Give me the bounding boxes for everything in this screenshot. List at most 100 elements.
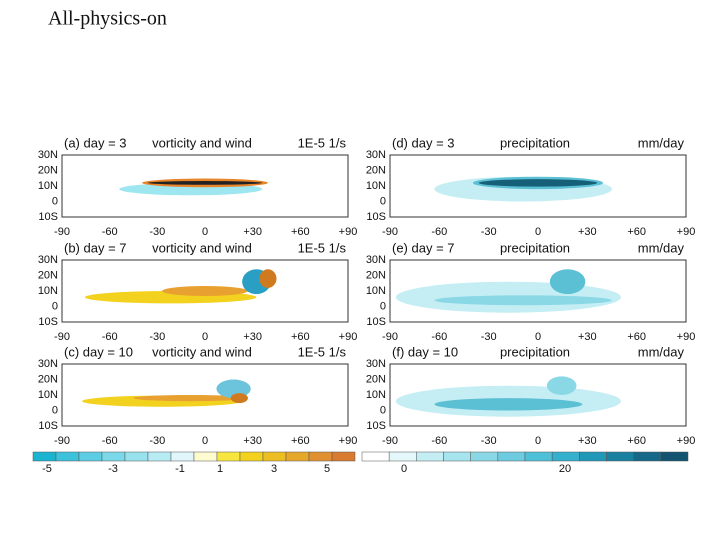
y-tick-label: 10S bbox=[366, 316, 386, 328]
x-tick-label: -90 bbox=[54, 435, 70, 447]
x-tick-label: +60 bbox=[291, 226, 310, 238]
panel-units: 1E-5 1/s bbox=[298, 135, 347, 150]
x-tick-label: +90 bbox=[677, 226, 696, 238]
x-tick-label: 0 bbox=[535, 331, 541, 343]
x-tick-label: 0 bbox=[202, 435, 208, 447]
x-tick-label: +30 bbox=[243, 331, 262, 343]
y-tick-label: 30N bbox=[38, 254, 58, 266]
x-tick-label: +30 bbox=[578, 435, 597, 447]
panel-label: (a) day = 3 bbox=[64, 135, 127, 150]
x-tick-label: +30 bbox=[578, 331, 597, 343]
panel-units: mm/day bbox=[638, 240, 685, 255]
colorbar-segment bbox=[416, 451, 444, 462]
y-tick-label: 0 bbox=[52, 195, 58, 207]
x-tick-label: 0 bbox=[202, 331, 208, 343]
x-tick-label: -90 bbox=[382, 331, 398, 343]
colorbar-segment bbox=[308, 451, 333, 462]
y-tick-label: 10N bbox=[366, 180, 386, 192]
colorbar-segment bbox=[497, 451, 526, 462]
y-tick-label: 0 bbox=[380, 300, 386, 312]
panel-label: (c) day = 10 bbox=[64, 344, 133, 359]
colorbar-segment bbox=[470, 451, 499, 462]
contour-field bbox=[549, 269, 586, 295]
y-tick-label: 10N bbox=[38, 389, 58, 401]
y-tick-label: 10N bbox=[366, 389, 386, 401]
map-background bbox=[62, 364, 348, 426]
panel-label: (e) day = 7 bbox=[392, 240, 455, 255]
x-tick-label: +60 bbox=[627, 331, 646, 343]
colorbar-segment bbox=[216, 451, 241, 462]
x-tick-label: +90 bbox=[339, 226, 358, 238]
panel-label: (d) day = 3 bbox=[392, 135, 455, 150]
y-tick-label: 30N bbox=[366, 254, 386, 266]
panel-variable: vorticity and wind bbox=[152, 344, 252, 359]
y-tick-label: 0 bbox=[52, 300, 58, 312]
map-frame bbox=[389, 259, 687, 323]
x-tick-label: -60 bbox=[431, 331, 447, 343]
panel-variable: vorticity and wind bbox=[152, 135, 252, 150]
y-tick-label: 20N bbox=[366, 269, 386, 281]
panel-units: mm/day bbox=[638, 135, 685, 150]
colorbar-segment bbox=[551, 451, 580, 462]
y-tick-label: 20N bbox=[38, 373, 58, 385]
colorbar-segment bbox=[524, 451, 553, 462]
colorbar-segment bbox=[262, 451, 287, 462]
y-tick-label: 20N bbox=[366, 373, 386, 385]
contour-field bbox=[133, 395, 248, 402]
x-tick-label: 0 bbox=[202, 226, 208, 238]
x-tick-label: +60 bbox=[291, 435, 310, 447]
colorbar-segment bbox=[579, 451, 607, 462]
x-tick-label: 0 bbox=[535, 435, 541, 447]
colorbar-segment bbox=[170, 451, 195, 462]
colorbar-label: 20 bbox=[559, 463, 571, 475]
contour-field bbox=[434, 295, 612, 306]
colorbar-segment bbox=[101, 451, 126, 462]
x-tick-label: -90 bbox=[382, 435, 398, 447]
colorbar-label: -5 bbox=[42, 463, 52, 475]
contour-field bbox=[478, 179, 598, 187]
map-frame bbox=[389, 363, 687, 427]
x-tick-label: -60 bbox=[431, 435, 447, 447]
contour-field bbox=[259, 269, 277, 288]
y-tick-label: 0 bbox=[52, 404, 58, 416]
x-tick-label: +60 bbox=[291, 331, 310, 343]
contour-field bbox=[546, 376, 577, 396]
x-tick-label: -60 bbox=[102, 331, 118, 343]
y-tick-label: 10S bbox=[366, 420, 386, 432]
colorbar-segment bbox=[660, 451, 689, 462]
y-tick-label: 10N bbox=[38, 180, 58, 192]
panel-units: 1E-5 1/s bbox=[298, 240, 347, 255]
x-tick-label: 0 bbox=[535, 226, 541, 238]
y-tick-label: 0 bbox=[380, 404, 386, 416]
x-tick-label: -30 bbox=[481, 226, 497, 238]
map-frame bbox=[61, 154, 349, 218]
x-tick-label: +90 bbox=[339, 435, 358, 447]
colorbar-segment bbox=[124, 451, 149, 462]
contour-field bbox=[147, 181, 263, 185]
y-tick-label: 30N bbox=[366, 149, 386, 161]
colorbar-segment bbox=[55, 451, 80, 462]
panel-variable: precipitation bbox=[500, 240, 570, 255]
colorbar-segment bbox=[633, 451, 662, 462]
x-tick-label: +90 bbox=[677, 435, 696, 447]
colorbar-segment bbox=[361, 451, 390, 462]
x-tick-label: +90 bbox=[339, 331, 358, 343]
colorbar-segment bbox=[331, 451, 356, 462]
y-tick-label: 30N bbox=[366, 358, 386, 370]
y-tick-label: 30N bbox=[38, 358, 58, 370]
y-tick-label: 20N bbox=[366, 164, 386, 176]
y-tick-label: 20N bbox=[38, 269, 58, 281]
panel-variable: precipitation bbox=[500, 135, 570, 150]
colorbar-label: 5 bbox=[324, 463, 330, 475]
x-tick-label: +90 bbox=[677, 331, 696, 343]
colorbar-segment bbox=[239, 451, 264, 462]
x-tick-label: +60 bbox=[627, 226, 646, 238]
panel-variable: precipitation bbox=[500, 344, 570, 359]
colorbar-segment bbox=[193, 451, 218, 462]
colorbar-label: -1 bbox=[175, 463, 185, 475]
y-tick-label: 10S bbox=[38, 316, 58, 328]
y-tick-label: 20N bbox=[38, 164, 58, 176]
colorbar-label: 0 bbox=[401, 463, 407, 475]
contour-field bbox=[434, 398, 583, 411]
